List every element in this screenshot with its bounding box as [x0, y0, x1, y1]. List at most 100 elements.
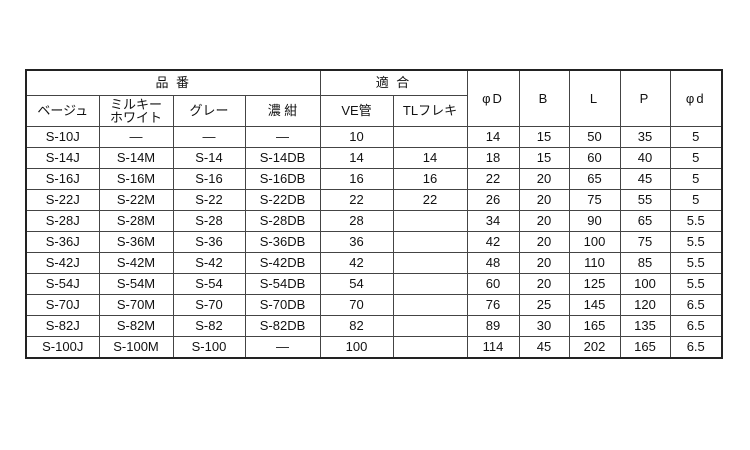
table-cell: 54 — [319, 273, 394, 295]
spec-table: 品 番 適 合 φD B L P φd ベージュ ミルキー ホワイト グレー 濃 … — [25, 69, 723, 359]
table-cell: S-54DB — [244, 273, 321, 295]
table-cell: 76 — [466, 294, 520, 316]
table-cell: — — [244, 336, 321, 359]
table-cell: 28 — [319, 210, 394, 232]
col-gray: グレー — [172, 95, 246, 127]
table-cell: S-22J — [25, 189, 100, 211]
table-cell: 15 — [518, 126, 570, 148]
table-cell: 55 — [619, 189, 671, 211]
table-cell: 30 — [518, 315, 570, 337]
table-row: S-10J — — —10 14 15 50 35 5 — [25, 126, 723, 148]
table-cell: 48 — [466, 252, 520, 274]
table-cell: S-22 — [172, 189, 246, 211]
table-cell: S-70M — [98, 294, 174, 316]
table-cell: S-36J — [25, 231, 100, 253]
table-cell: 20 — [518, 210, 570, 232]
table-cell: 145 — [568, 294, 621, 316]
table-cell: 18 — [466, 147, 520, 169]
table-cell: S-70 — [172, 294, 246, 316]
table-row: S-36J S-36M S-36 S-36DB 36 42 20 100 75 5.5 — [25, 231, 723, 253]
table-cell: — — [172, 126, 246, 148]
table-cell: 5.5 — [669, 252, 723, 274]
table-cell: S-28M — [98, 210, 174, 232]
table-cell: 135 — [619, 315, 671, 337]
table-cell: 45 — [619, 168, 671, 190]
col-ve-pipe: VE管 — [319, 95, 394, 127]
table-cell: 5 — [669, 189, 723, 211]
table-cell: 82 — [319, 315, 394, 337]
table-cell: 35 — [619, 126, 671, 148]
table-cell: S-36DB — [244, 231, 321, 253]
table-cell: 114 — [466, 336, 520, 359]
table-cell: 75 — [619, 231, 671, 253]
table-cell: S-10J — [25, 126, 100, 148]
col-L: L — [568, 69, 621, 127]
table-cell: 100 — [319, 336, 394, 359]
table-cell: S-100J — [25, 336, 100, 359]
table-cell — [392, 315, 468, 337]
table-cell: 6.5 — [669, 315, 723, 337]
table-cell: 20 — [518, 252, 570, 274]
table-cell: 5 — [669, 147, 723, 169]
table-cell: S-36 — [172, 231, 246, 253]
table-cell: 42 — [466, 231, 520, 253]
table-cell: S-100M — [98, 336, 174, 359]
milky-line1: ミルキー — [109, 97, 162, 112]
table-cell: 89 — [466, 315, 520, 337]
table-cell: 100 — [619, 273, 671, 295]
table-cell: S-16 — [172, 168, 246, 190]
table-cell: 34 — [466, 210, 520, 232]
table-cell: S-14DB — [244, 147, 321, 169]
table-cell: 20 — [518, 168, 570, 190]
col-phi-d: φd — [669, 69, 723, 127]
table-cell: — — [244, 126, 321, 148]
table-cell: 16 — [319, 168, 394, 190]
table-cell: S-82M — [98, 315, 174, 337]
table-cell: S-16M — [98, 168, 174, 190]
table-cell: S-70DB — [244, 294, 321, 316]
table-cell: — — [98, 126, 174, 148]
col-beige: ベージュ — [25, 95, 100, 127]
table-cell: 120 — [619, 294, 671, 316]
table-cell — [392, 273, 468, 295]
table-cell: 85 — [619, 252, 671, 274]
header-group-row: 品 番 適 合 φD B L P φd — [25, 69, 723, 127]
table-cell: 60 — [568, 147, 621, 169]
table-cell: 75 — [568, 189, 621, 211]
col-P: P — [619, 69, 671, 127]
col-navy: 濃 紺 — [244, 95, 321, 127]
table-cell: 90 — [568, 210, 621, 232]
table-cell: S-42 — [172, 252, 246, 274]
milky-line2: ホワイト — [109, 110, 162, 125]
table-cell: S-70J — [25, 294, 100, 316]
table-cell: S-42DB — [244, 252, 321, 274]
table-body: S-10J — — —10 14 15 50 35 5 S-14J S-14M S-14 S-14DB 1… — [25, 126, 723, 359]
table-cell: 60 — [466, 273, 520, 295]
table-cell: 15 — [518, 147, 570, 169]
table-cell: S-14 — [172, 147, 246, 169]
table-cell: 22 — [466, 168, 520, 190]
table-cell: 26 — [466, 189, 520, 211]
table-cell: S-22M — [98, 189, 174, 211]
table-cell: S-14J — [25, 147, 100, 169]
table-cell: S-54 — [172, 273, 246, 295]
table-cell: 6.5 — [669, 336, 723, 359]
table-cell: S-28J — [25, 210, 100, 232]
table-cell: 125 — [568, 273, 621, 295]
group-fit: 適 合 — [319, 69, 468, 96]
table-cell: 5.5 — [669, 273, 723, 295]
table-cell: 22 — [319, 189, 394, 211]
table-cell: 202 — [568, 336, 621, 359]
table-cell: 5 — [669, 168, 723, 190]
table-cell: 16 — [392, 168, 468, 190]
group-part-number: 品 番 — [25, 69, 321, 96]
table-cell: 14 — [466, 126, 520, 148]
table-cell: S-100 — [172, 336, 246, 359]
table-cell — [392, 252, 468, 274]
table-cell: S-28DB — [244, 210, 321, 232]
table-cell: 42 — [319, 252, 394, 274]
table-cell: 20 — [518, 273, 570, 295]
table-row: S-28J S-28M S-28 S-28DB 28 34 20 90 65 5.5 — [25, 210, 723, 232]
table-cell: S-42J — [25, 252, 100, 274]
table-cell: S-82DB — [244, 315, 321, 337]
